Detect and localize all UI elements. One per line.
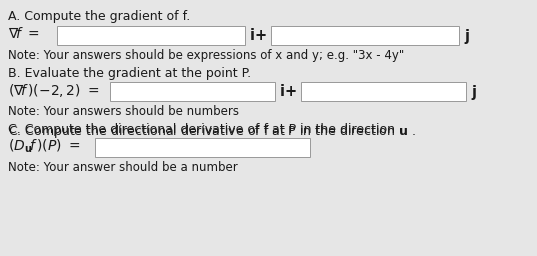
FancyBboxPatch shape <box>301 82 466 101</box>
Text: $\mathbf{i}$+: $\mathbf{i}$+ <box>249 27 267 43</box>
Text: Note: Your answers should be numbers: Note: Your answers should be numbers <box>8 105 239 118</box>
Text: $\nabla\!\it{f}\ =$: $\nabla\!\it{f}\ =$ <box>8 26 39 41</box>
Text: A. Compute the gradient of f.: A. Compute the gradient of f. <box>8 10 190 23</box>
FancyBboxPatch shape <box>110 82 275 101</box>
FancyBboxPatch shape <box>271 26 459 45</box>
Text: C. Compute the directional derivative of f at P in the direction $\mathbf{u}$ .: C. Compute the directional derivative of… <box>8 123 416 140</box>
Text: $\mathbf{i}$+: $\mathbf{i}$+ <box>279 83 296 99</box>
FancyBboxPatch shape <box>95 138 310 157</box>
Text: B. Evaluate the gradient at the point P.: B. Evaluate the gradient at the point P. <box>8 67 251 80</box>
Text: $(D_{\mathbf{u}}\!\it{f}\,)(P)\ =$: $(D_{\mathbf{u}}\!\it{f}\,)(P)\ =$ <box>8 138 80 155</box>
Text: Note: Your answers should be expressions of x and y; e.g. "3x - 4y": Note: Your answers should be expressions… <box>8 49 404 62</box>
Text: C. Compute the directional derivative of f at P in the direction: C. Compute the directional derivative of… <box>8 123 399 136</box>
FancyBboxPatch shape <box>57 26 245 45</box>
Text: Note: Your answer should be a number: Note: Your answer should be a number <box>8 161 238 174</box>
Text: $\mathbf{j}$: $\mathbf{j}$ <box>464 27 470 46</box>
Text: $(\nabla\!\it{f}\,)(-2,2)\ =$: $(\nabla\!\it{f}\,)(-2,2)\ =$ <box>8 82 99 99</box>
Text: $\mathbf{j}$: $\mathbf{j}$ <box>471 83 477 102</box>
